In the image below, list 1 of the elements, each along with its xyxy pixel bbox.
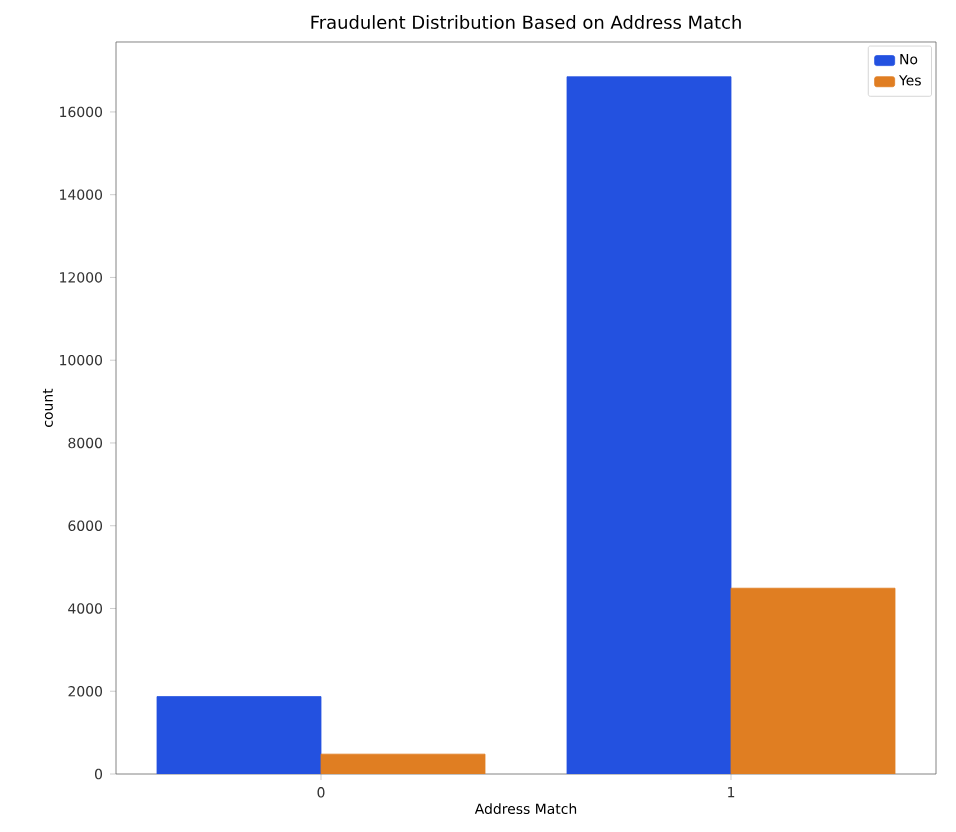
chart-title: Fraudulent Distribution Based on Address Match [311, 15, 741, 29]
